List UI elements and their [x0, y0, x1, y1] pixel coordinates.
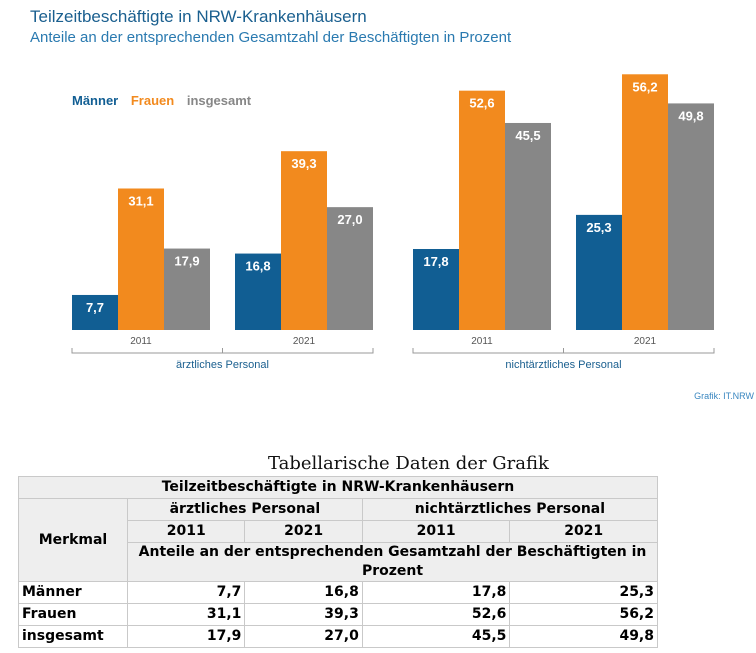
bar-maenner-2021: [576, 214, 622, 330]
table-group2-header: nichtärztliches Personal: [361, 498, 659, 521]
bar-maenner-2021: [235, 253, 281, 330]
table-cell: 17,8: [361, 581, 511, 604]
bar-value-label: 56,2: [632, 79, 657, 94]
data-table: Teilzeitbeschäftigte in NRW-Krankenhäuse…: [18, 476, 659, 648]
table-cell: 56,2: [509, 603, 658, 626]
table-row: insgesamt 17,9 27,0 45,5 49,8: [18, 625, 658, 648]
bar-value-label: 7,7: [86, 300, 104, 315]
table-unit-header: Anteile an der entsprechenden Gesamtzahl…: [127, 542, 658, 582]
bar-insgesamt-2011: [164, 248, 210, 330]
table-year-header: 2021: [244, 520, 363, 543]
table-cell: 52,6: [361, 603, 511, 626]
table-cell: 17,9: [126, 625, 246, 648]
chart-title: Teilzeitbeschäftigte in NRW-Krankenhäuse…: [30, 7, 367, 26]
table-cell: 45,5: [361, 625, 511, 648]
chart-source: Grafik: IT.NRW: [694, 391, 754, 401]
table-unit-row: Anteile an der entsprechenden Gesamtzahl…: [19, 542, 658, 582]
bar-insgesamt-2021: [327, 207, 373, 330]
chart-legend: Männer Frauen insgesamt: [72, 93, 260, 108]
group-label: ärztliches Personal: [176, 359, 269, 371]
table-year-header: 2011: [361, 520, 511, 543]
bar-insgesamt-2021: [668, 103, 714, 330]
bar-value-label: 16,8: [245, 259, 270, 274]
table-merkmal-header: Merkmal: [18, 498, 128, 582]
x-tick-label: 2021: [293, 336, 316, 347]
bar-value-label: 25,3: [586, 220, 611, 235]
chart-subtitle: Anteile an der entsprechenden Gesamtzahl…: [30, 29, 512, 46]
table-year-header: 2011: [126, 520, 246, 543]
legend-frauen: Frauen: [130, 93, 175, 108]
table-group-row: Merkmal ärztliches Personal nichtärztlic…: [18, 498, 659, 582]
bar-maenner-2011: [413, 249, 459, 330]
x-tick-label: 2011: [130, 336, 152, 347]
bar-maenner-2011: [72, 294, 118, 330]
bar-chart: 7,7 31,1 17,9 2011 16,8 39,3 27,0 2021 ärztliche…: [71, 74, 715, 371]
x-tick-label: 2021: [634, 336, 657, 347]
bar-value-label: 27,0: [337, 212, 362, 227]
table-cell: 39,3: [244, 603, 363, 626]
table-year-header: 2021: [509, 520, 658, 543]
table-cell: 31,1: [126, 603, 246, 626]
table-row: Männer 7,7 16,8 17,8 25,3: [18, 581, 658, 604]
table-caption: Tabellarische Daten der Grafik: [268, 453, 549, 474]
bar-value-label: 45,5: [515, 128, 540, 143]
table-cell: 27,0: [244, 625, 363, 648]
bar-value-label: 17,9: [174, 254, 199, 269]
table-cell: 49,8: [509, 625, 658, 648]
table-title: Teilzeitbeschäftigte in NRW-Krankenhäuse…: [18, 476, 658, 499]
bar-frauen-2011: [459, 90, 505, 330]
group-label: nichtärztliches Personal: [505, 359, 621, 371]
legend-insgesamt: insgesamt: [186, 93, 252, 108]
table-title-row: Teilzeitbeschäftigte in NRW-Krankenhäuse…: [18, 476, 658, 499]
bar-value-label: 49,8: [678, 108, 703, 123]
bar-frauen-2011: [118, 188, 164, 330]
table-year-row: 2011 2021 2011 2021: [19, 520, 658, 543]
table-group1-header: ärztliches Personal: [127, 498, 363, 521]
bar-value-label: 52,6: [469, 96, 494, 111]
table-row-label: Frauen: [18, 603, 128, 626]
bar-frauen-2021: [622, 74, 668, 330]
bar-insgesamt-2011: [505, 122, 551, 330]
table-cell: 25,3: [509, 581, 658, 604]
bar-frauen-2021: [281, 151, 327, 330]
table-cell: 16,8: [244, 581, 363, 604]
bar-value-label: 39,3: [291, 156, 316, 171]
table-row: Frauen 31,1 39,3 52,6 56,2: [18, 603, 658, 626]
table-row-label: insgesamt: [18, 625, 128, 648]
legend-maenner: Männer: [72, 93, 119, 108]
table-row-label: Männer: [18, 581, 128, 604]
bar-value-label: 31,1: [128, 193, 153, 208]
x-tick-label: 2011: [471, 336, 493, 347]
table-cell: 7,7: [126, 581, 246, 604]
bar-value-label: 17,8: [423, 254, 448, 269]
